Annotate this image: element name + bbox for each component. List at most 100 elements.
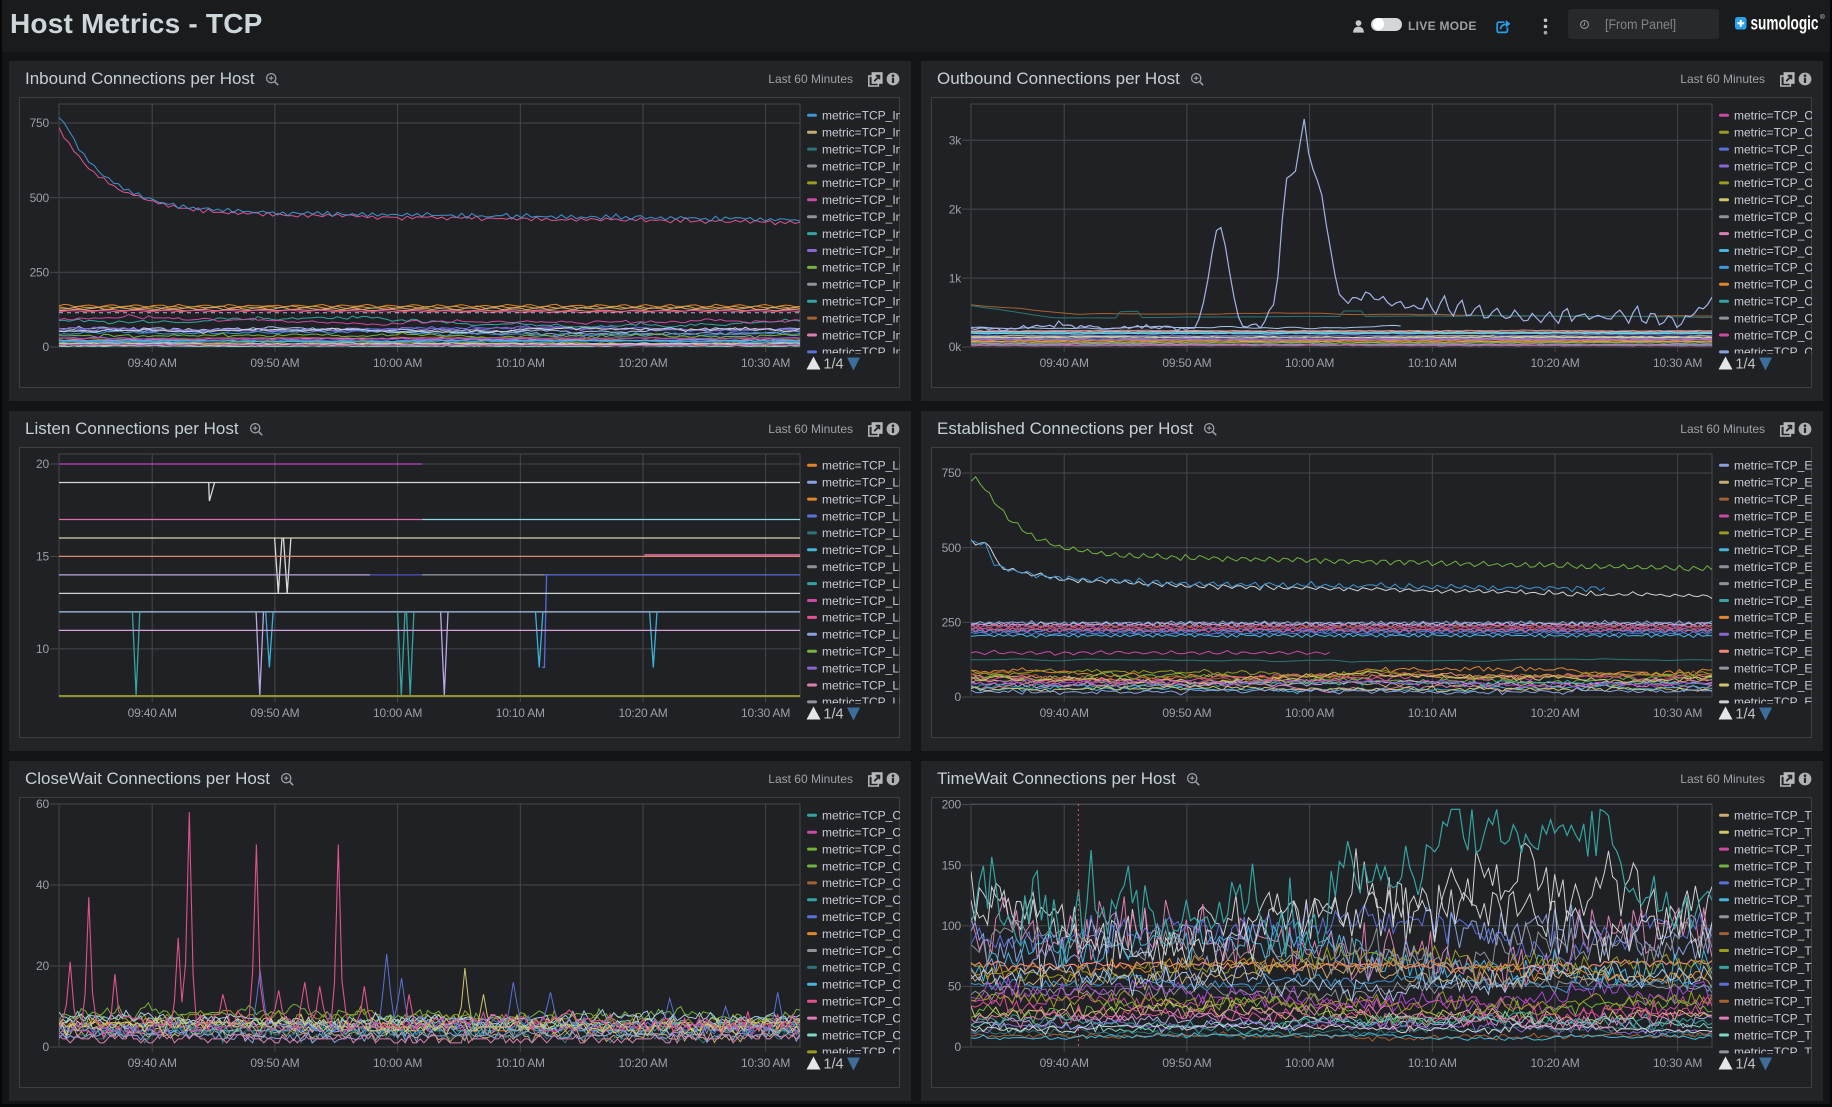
- svg-text:metric=TCP_Li: metric=TCP_Li: [822, 594, 900, 608]
- svg-text:09:40 AM: 09:40 AM: [1040, 356, 1089, 370]
- svg-text:metric=TCP_O: metric=TCP_O: [1734, 345, 1812, 359]
- svg-text:metric=TCP_Ti: metric=TCP_Ti: [1734, 842, 1812, 856]
- svg-text:metric=TCP_Cl: metric=TCP_Cl: [822, 910, 900, 924]
- svg-text:10:20 AM: 10:20 AM: [1530, 1056, 1579, 1070]
- svg-text:metric=TCP_Li: metric=TCP_Li: [822, 543, 900, 557]
- svg-text:100: 100: [942, 919, 962, 933]
- svg-text:10:00 AM: 10:00 AM: [1285, 706, 1334, 720]
- svg-text:metric=TCP_Es: metric=TCP_Es: [1734, 543, 1812, 557]
- svg-text:metric=TCP_O: metric=TCP_O: [1734, 227, 1812, 241]
- svg-text:0: 0: [955, 690, 962, 704]
- svg-text:150: 150: [942, 858, 962, 872]
- svg-text:metric=TCP_Es: metric=TCP_Es: [1734, 459, 1812, 473]
- svg-text:metric=TCP_In: metric=TCP_In: [822, 126, 900, 140]
- svg-text:metric=TCP_In: metric=TCP_In: [822, 210, 900, 224]
- svg-text:metric=TCP_In: metric=TCP_In: [822, 328, 900, 342]
- svg-text:1/4: 1/4: [823, 707, 843, 723]
- svg-text:metric=TCP_O: metric=TCP_O: [1734, 176, 1812, 190]
- svg-text:10: 10: [36, 642, 49, 656]
- svg-text:metric=TCP_Cl: metric=TCP_Cl: [822, 927, 900, 941]
- svg-text:10:10 AM: 10:10 AM: [1408, 1056, 1457, 1070]
- svg-text:metric=TCP_In: metric=TCP_In: [822, 193, 900, 207]
- svg-text:metric=TCP_Cl: metric=TCP_Cl: [822, 944, 900, 958]
- svg-text:metric=TCP_Es: metric=TCP_Es: [1734, 645, 1812, 659]
- svg-text:metric=TCP_Ti: metric=TCP_Ti: [1734, 995, 1812, 1009]
- svg-text:metric=TCP_In: metric=TCP_In: [822, 311, 900, 325]
- svg-text:10:00 AM: 10:00 AM: [373, 356, 422, 370]
- svg-text:metric=TCP_Ti: metric=TCP_Ti: [1734, 927, 1812, 941]
- svg-text:metric=TCP_Ti: metric=TCP_Ti: [1734, 893, 1812, 907]
- svg-text:metric=TCP_Es: metric=TCP_Es: [1734, 509, 1812, 523]
- svg-text:metric=TCP_Li: metric=TCP_Li: [822, 476, 900, 490]
- svg-text:metric=TCP_In: metric=TCP_In: [822, 142, 900, 156]
- svg-text:metric=TCP_Li: metric=TCP_Li: [822, 560, 900, 574]
- svg-text:10:10 AM: 10:10 AM: [1408, 356, 1457, 370]
- svg-text:750: 750: [942, 466, 962, 480]
- svg-text:metric=TCP_Li: metric=TCP_Li: [822, 695, 900, 709]
- svg-text:metric=TCP_Es: metric=TCP_Es: [1734, 661, 1812, 675]
- svg-text:09:50 AM: 09:50 AM: [250, 356, 299, 370]
- svg-text:metric=TCP_O: metric=TCP_O: [1734, 295, 1812, 309]
- svg-text:09:50 AM: 09:50 AM: [1162, 356, 1211, 370]
- svg-text:metric=TCP_Es: metric=TCP_Es: [1734, 678, 1812, 692]
- svg-text:metric=TCP_Es: metric=TCP_Es: [1734, 476, 1812, 490]
- svg-text:metric=TCP_Es: metric=TCP_Es: [1734, 577, 1812, 591]
- svg-text:metric=TCP_Li: metric=TCP_Li: [822, 628, 900, 642]
- svg-text:09:50 AM: 09:50 AM: [250, 706, 299, 720]
- svg-text:10:30 AM: 10:30 AM: [1653, 1056, 1702, 1070]
- svg-text:20: 20: [36, 457, 49, 471]
- svg-text:metric=TCP_Es: metric=TCP_Es: [1734, 492, 1812, 506]
- svg-text:metric=TCP_O: metric=TCP_O: [1734, 278, 1812, 292]
- svg-text:metric=TCP_Ti: metric=TCP_Ti: [1734, 1045, 1812, 1059]
- svg-text:metric=TCP_Cl: metric=TCP_Cl: [822, 809, 900, 823]
- svg-text:09:50 AM: 09:50 AM: [1162, 1056, 1211, 1070]
- svg-text:metric=TCP_O: metric=TCP_O: [1734, 159, 1812, 173]
- svg-text:metric=TCP_Cl: metric=TCP_Cl: [822, 876, 900, 890]
- svg-text:metric=TCP_Ti: metric=TCP_Ti: [1734, 826, 1812, 840]
- svg-text:metric=TCP_O: metric=TCP_O: [1734, 109, 1812, 123]
- svg-text:10:00 AM: 10:00 AM: [373, 1056, 422, 1070]
- svg-text:metric=TCP_O: metric=TCP_O: [1734, 261, 1812, 275]
- svg-text:09:40 AM: 09:40 AM: [1040, 706, 1089, 720]
- svg-text:metric=TCP_Cl: metric=TCP_Cl: [822, 826, 900, 840]
- svg-text:10:10 AM: 10:10 AM: [496, 706, 545, 720]
- svg-text:metric=TCP_Es: metric=TCP_Es: [1734, 611, 1812, 625]
- svg-text:10:30 AM: 10:30 AM: [741, 1056, 790, 1070]
- svg-text:metric=TCP_Cl: metric=TCP_Cl: [822, 978, 900, 992]
- svg-text:1/4: 1/4: [823, 357, 843, 373]
- svg-text:metric=TCP_Es: metric=TCP_Es: [1734, 594, 1812, 608]
- svg-text:10:10 AM: 10:10 AM: [1408, 706, 1457, 720]
- svg-text:750: 750: [30, 116, 50, 130]
- svg-text:metric=TCP_Ti: metric=TCP_Ti: [1734, 1028, 1812, 1042]
- svg-text:10:00 AM: 10:00 AM: [373, 706, 422, 720]
- svg-text:500: 500: [942, 541, 962, 555]
- svg-text:metric=TCP_O: metric=TCP_O: [1734, 311, 1812, 325]
- svg-text:50: 50: [948, 980, 961, 994]
- svg-text:metric=TCP_Ti: metric=TCP_Ti: [1734, 978, 1812, 992]
- svg-text:metric=TCP_Li: metric=TCP_Li: [822, 678, 900, 692]
- svg-text:10:10 AM: 10:10 AM: [496, 1056, 545, 1070]
- svg-text:metric=TCP_In: metric=TCP_In: [822, 295, 900, 309]
- svg-text:metric=TCP_O: metric=TCP_O: [1734, 126, 1812, 140]
- svg-text:10:10 AM: 10:10 AM: [496, 356, 545, 370]
- svg-text:10:20 AM: 10:20 AM: [618, 1056, 667, 1070]
- svg-text:metric=TCP_Cl: metric=TCP_Cl: [822, 842, 900, 856]
- svg-text:metric=TCP_Li: metric=TCP_Li: [822, 661, 900, 675]
- svg-text:10:20 AM: 10:20 AM: [1530, 706, 1579, 720]
- svg-text:metric=TCP_In: metric=TCP_In: [822, 261, 900, 275]
- svg-text:metric=TCP_Cl: metric=TCP_Cl: [822, 1011, 900, 1025]
- svg-text:metric=TCP_Cl: metric=TCP_Cl: [822, 1045, 900, 1059]
- svg-text:metric=TCP_In: metric=TCP_In: [822, 109, 900, 123]
- svg-text:metric=TCP_Es: metric=TCP_Es: [1734, 695, 1812, 709]
- svg-text:metric=TCP_Li: metric=TCP_Li: [822, 459, 900, 473]
- svg-text:metric=TCP_Cl: metric=TCP_Cl: [822, 893, 900, 907]
- svg-text:10:00 AM: 10:00 AM: [1285, 356, 1334, 370]
- svg-text:10:30 AM: 10:30 AM: [741, 706, 790, 720]
- svg-text:metric=TCP_Ti: metric=TCP_Ti: [1734, 910, 1812, 924]
- svg-text:metric=TCP_Ti: metric=TCP_Ti: [1734, 944, 1812, 958]
- svg-text:250: 250: [30, 266, 50, 280]
- svg-text:metric=TCP_Cl: metric=TCP_Cl: [822, 1028, 900, 1042]
- svg-text:®: ®: [1820, 13, 1825, 21]
- svg-text:metric=TCP_O: metric=TCP_O: [1734, 328, 1812, 342]
- svg-text:0: 0: [43, 340, 50, 354]
